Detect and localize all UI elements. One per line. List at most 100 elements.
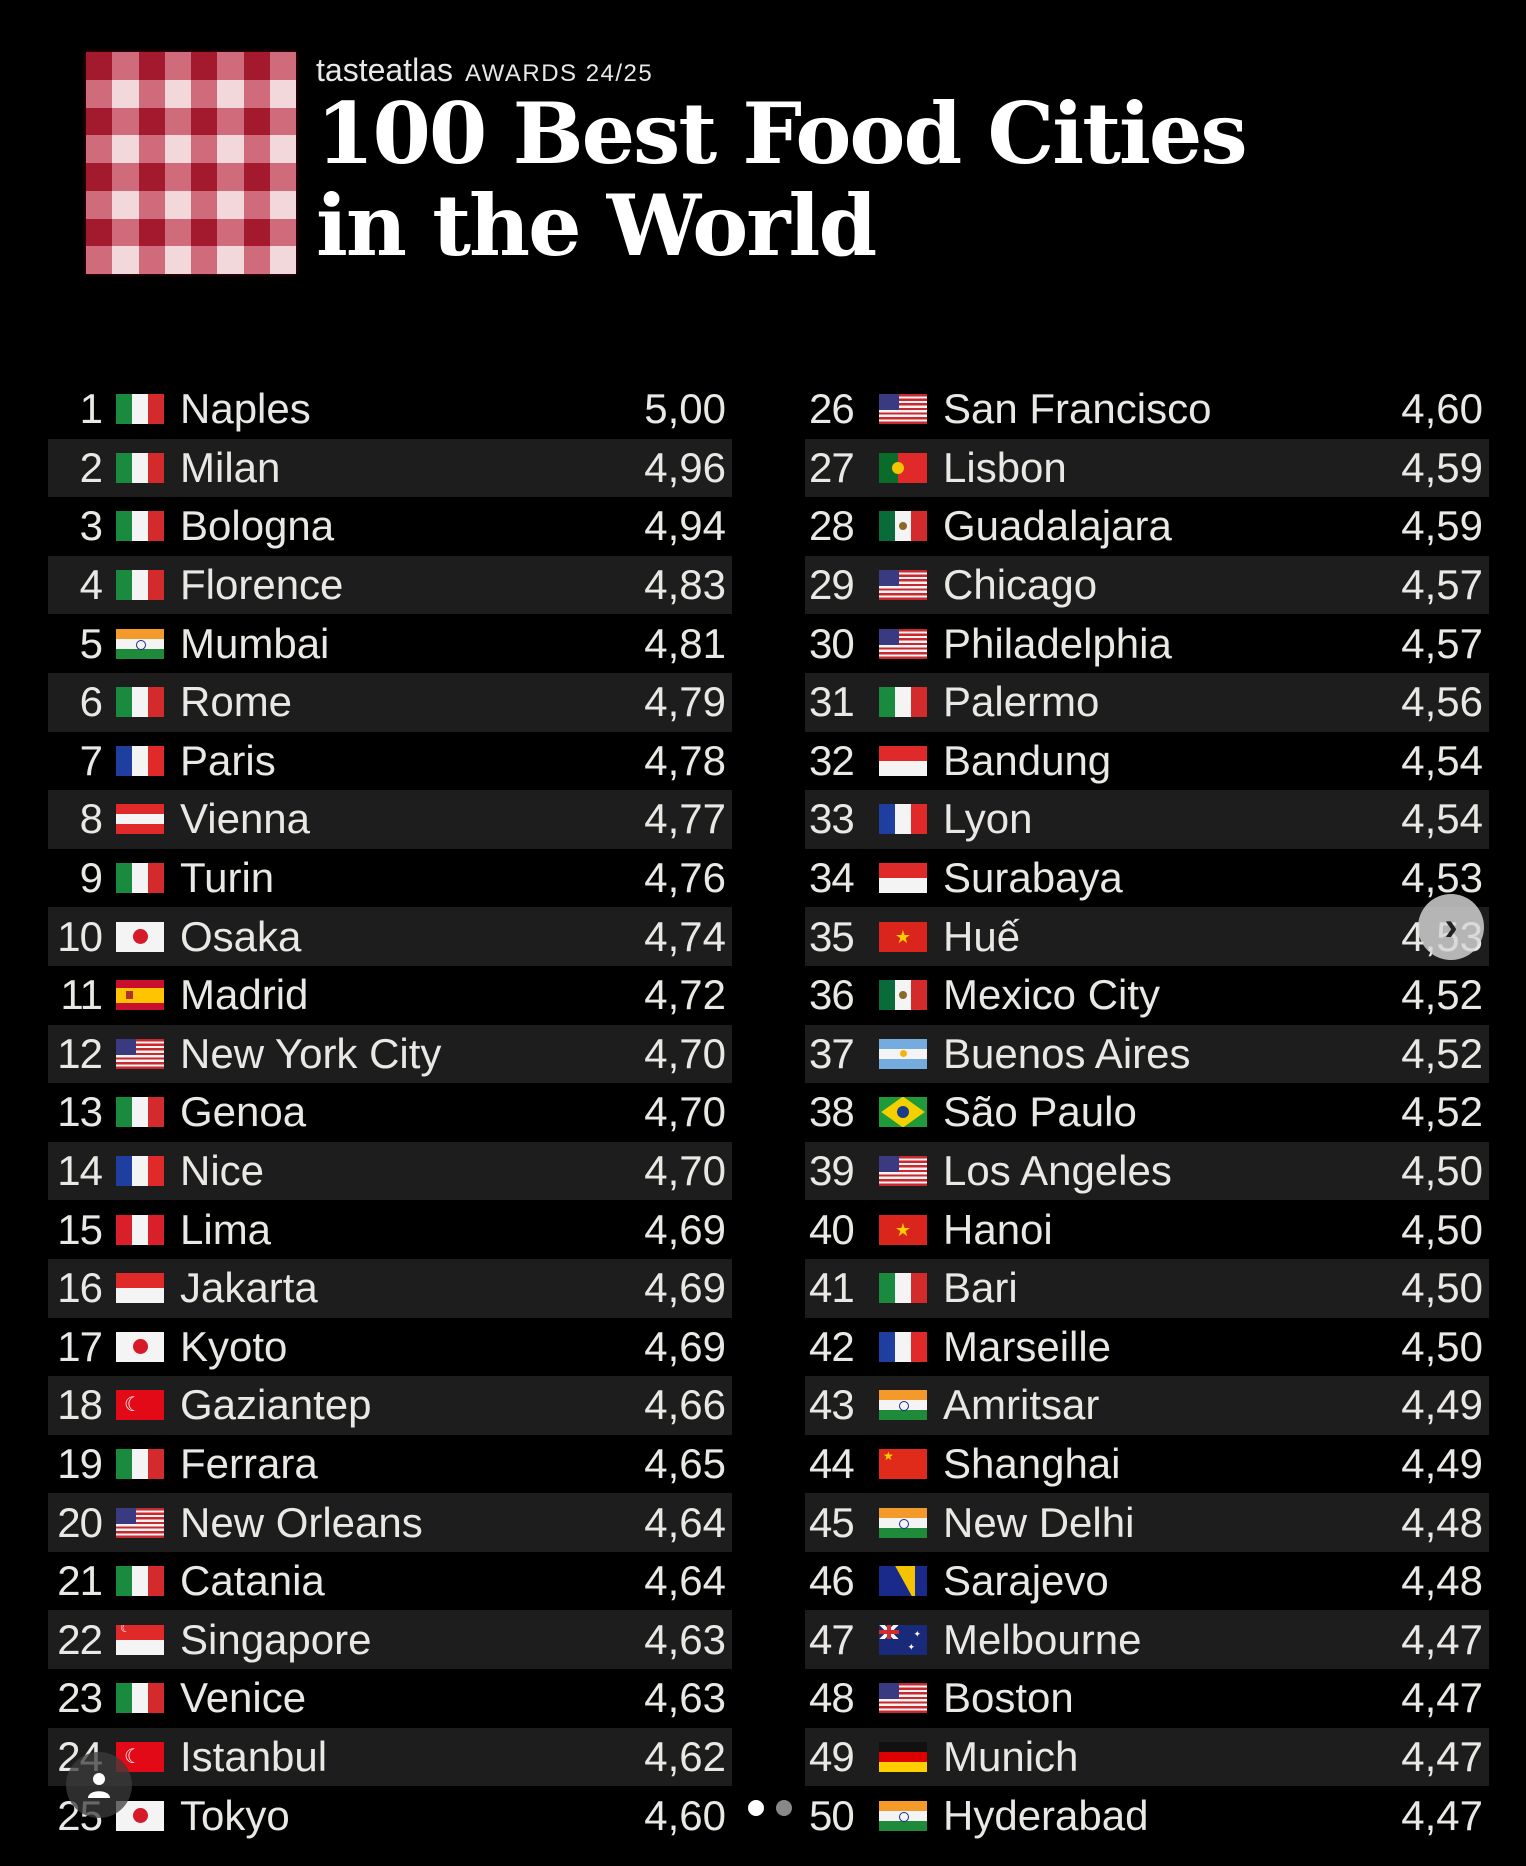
city-score: 4,64 <box>644 1498 726 1546</box>
ranking-row: 2 Milan 4,96 <box>48 438 732 498</box>
rank-number: 15 <box>57 1205 103 1253</box>
flag-ar-icon <box>879 1038 927 1069</box>
flag-it-icon <box>116 1566 164 1597</box>
rank-number: 12 <box>57 1029 103 1077</box>
flag-mx-icon <box>879 980 927 1011</box>
rank-number: 22 <box>57 1615 103 1663</box>
city-score: 4,83 <box>644 561 726 609</box>
carousel-dot[interactable] <box>748 1800 764 1816</box>
flag-vn-icon: ★ <box>879 1214 927 1245</box>
brand-name: tasteatlas <box>316 52 453 88</box>
flag-it-icon <box>116 1448 164 1479</box>
flag-it-icon <box>116 452 164 483</box>
flag-in-icon <box>879 1800 927 1831</box>
flag-pt-icon <box>879 452 927 483</box>
city-name: Los Angeles <box>943 1147 1172 1195</box>
flag-id-icon <box>879 745 927 776</box>
ranking-row: 30 Philadelphia 4,57 <box>805 614 1489 673</box>
ranking-row: 16 Jakarta 4,69 <box>48 1258 732 1318</box>
flag-in-icon <box>879 1507 927 1538</box>
ranking-row: 42 Marseille 4,50 <box>805 1318 1489 1377</box>
flag-fr-icon <box>116 745 164 776</box>
chevron-right-icon: › <box>1444 904 1458 949</box>
tagged-users-button[interactable] <box>66 1752 132 1818</box>
city-score: 4,79 <box>644 678 726 726</box>
title-line-2: in the World <box>316 176 877 275</box>
flag-us-icon <box>116 1507 164 1538</box>
flag-ba-icon <box>879 1566 927 1597</box>
title-line-1: 100 Best Food Cities <box>316 84 1248 183</box>
ranking-row: 29 Chicago 4,57 <box>805 555 1489 615</box>
city-name: Gaziantep <box>180 1381 372 1429</box>
city-score: 4,74 <box>644 912 726 960</box>
ranking-row: 17 Kyoto 4,69 <box>48 1318 732 1377</box>
flag-it-icon <box>116 394 164 425</box>
rank-number: 5 <box>79 619 103 667</box>
rank-number: 41 <box>809 1264 855 1312</box>
city-score: 4,63 <box>644 1615 726 1663</box>
city-score: 4,63 <box>644 1674 726 1722</box>
city-name: Amritsar <box>943 1381 1100 1429</box>
city-name: Milan <box>180 443 281 491</box>
rank-number: 42 <box>809 1322 855 1370</box>
city-name: Melbourne <box>943 1615 1142 1663</box>
city-name: Lisbon <box>943 443 1067 491</box>
city-name: Huế <box>943 912 1021 960</box>
city-score: 4,57 <box>1401 619 1483 667</box>
rank-number: 32 <box>809 736 855 784</box>
flag-vn-icon: ★ <box>879 921 927 952</box>
flag-it-icon <box>879 1273 927 1304</box>
city-name: Nice <box>180 1147 265 1195</box>
city-score: 4,69 <box>644 1322 726 1370</box>
page-title: 100 Best Food Cities in the World <box>316 88 1248 275</box>
rank-number: 16 <box>57 1264 103 1312</box>
next-button[interactable]: › <box>1418 894 1484 960</box>
city-score: 4,78 <box>644 736 726 784</box>
ranking-row: 6 Rome 4,79 <box>48 672 732 732</box>
city-score: 4,48 <box>1401 1557 1483 1605</box>
flag-it-icon <box>116 1683 164 1714</box>
city-name: Naples <box>180 385 311 433</box>
rank-number: 31 <box>809 678 855 726</box>
rank-number: 36 <box>809 971 855 1019</box>
rank-number: 39 <box>809 1147 855 1195</box>
city-score: 4,50 <box>1401 1322 1483 1370</box>
user-icon <box>88 1773 110 1798</box>
rank-number: 2 <box>79 443 103 491</box>
city-name: Catania <box>180 1557 325 1605</box>
ranking-list-right: 26 San Francisco 4,60 27 Lisbon 4,59 28 Guadala… <box>805 380 1489 1845</box>
flag-us-icon <box>879 1683 927 1714</box>
city-score: 4,52 <box>1401 1088 1483 1136</box>
flag-fr-icon <box>116 1156 164 1187</box>
flag-us-icon <box>879 628 927 659</box>
city-score: 4,52 <box>1401 971 1483 1019</box>
city-score: 4,70 <box>644 1147 726 1195</box>
city-score: 4,49 <box>1401 1381 1483 1429</box>
city-name: Shanghai <box>943 1439 1121 1487</box>
flag-it-icon <box>879 687 927 718</box>
city-score: 4,69 <box>644 1264 726 1312</box>
city-name: Venice <box>180 1674 307 1722</box>
city-score: 4,66 <box>644 1381 726 1429</box>
ranking-row: 28 Guadalajara 4,59 <box>805 497 1489 556</box>
city-name: Lima <box>180 1205 272 1253</box>
flag-jp-icon <box>116 1331 164 1362</box>
rank-number: 27 <box>809 443 855 491</box>
city-name: Jakarta <box>180 1264 318 1312</box>
rank-number: 8 <box>79 795 103 843</box>
ranking-row: 10 Osaka 4,74 <box>48 907 732 966</box>
city-name: Tokyo <box>180 1791 290 1839</box>
ranking-row: 26 San Francisco 4,60 <box>805 380 1489 439</box>
carousel-dot[interactable] <box>776 1800 792 1816</box>
rank-number: 14 <box>57 1147 103 1195</box>
rank-number: 10 <box>57 912 103 960</box>
flag-it-icon <box>116 570 164 601</box>
city-name: Turin <box>180 854 275 902</box>
flag-de-icon <box>879 1741 927 1772</box>
flag-it-icon <box>116 863 164 894</box>
city-score: 4,57 <box>1401 561 1483 609</box>
city-score: 4,47 <box>1401 1732 1483 1780</box>
ranking-row: 21 Catania 4,64 <box>48 1552 732 1611</box>
city-score: 4,81 <box>644 619 726 667</box>
rank-number: 4 <box>79 561 103 609</box>
